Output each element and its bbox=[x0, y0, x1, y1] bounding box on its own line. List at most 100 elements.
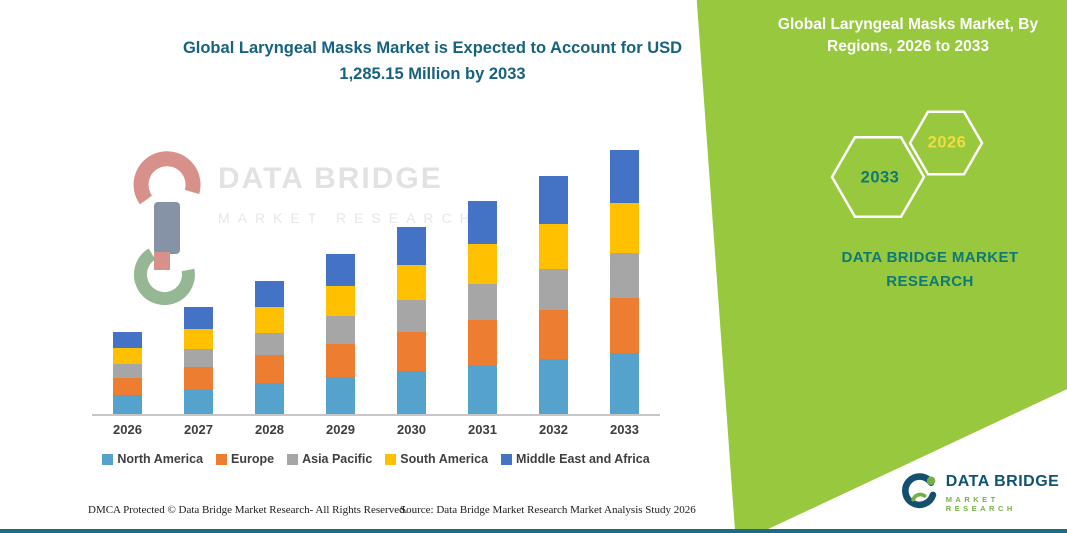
chart-title: Global Laryngeal Masks Market is Expecte… bbox=[80, 36, 785, 87]
segment-asia-pacific bbox=[184, 348, 213, 368]
segment-north-america bbox=[468, 365, 497, 414]
dbmr-brand: DATA BRIDGE bbox=[945, 473, 1060, 490]
segment-europe bbox=[113, 377, 142, 396]
legend-swatch bbox=[216, 453, 228, 465]
hexagons-graphic bbox=[830, 110, 984, 219]
bar-column bbox=[234, 280, 305, 414]
x-axis-label: 2028 bbox=[255, 422, 284, 437]
stacked-bar-2026 bbox=[113, 331, 142, 414]
stacked-bar-2030 bbox=[397, 227, 426, 414]
segment-asia-pacific bbox=[539, 269, 568, 310]
segment-south-america bbox=[610, 202, 639, 254]
bar-column bbox=[589, 150, 660, 414]
panel-brand: DATA BRIDGE MARKET RESEARCH bbox=[805, 246, 1055, 294]
legend-item: Asia Pacific bbox=[287, 452, 372, 466]
legend-label: South America bbox=[400, 452, 489, 466]
hexagon-back bbox=[830, 135, 926, 219]
segment-south-america bbox=[326, 285, 355, 317]
segment-middle-east-and-africa bbox=[539, 176, 568, 224]
legend-item: South America bbox=[385, 452, 488, 466]
segment-north-america bbox=[397, 371, 426, 414]
legend-swatch bbox=[385, 453, 397, 465]
watermark-sub: MARKET RESEARCH bbox=[218, 210, 478, 226]
bar-column bbox=[376, 227, 447, 414]
x-axis-label: 2030 bbox=[397, 422, 426, 437]
dbmr-logo: DATA BRIDGE MARKET RESEARCH bbox=[900, 470, 1067, 516]
segment-europe bbox=[539, 309, 568, 360]
x-axis-label: 2026 bbox=[113, 422, 142, 437]
watermark-text: DATA BRIDGE MARKET RESEARCH bbox=[218, 140, 478, 226]
watermark: DATA BRIDGE MARKET RESEARCH bbox=[132, 140, 478, 305]
chart-title-line2: 1,285.15 Million by 2033 bbox=[339, 64, 526, 83]
segment-europe bbox=[397, 331, 426, 372]
stacked-bar-2031 bbox=[468, 201, 497, 414]
legend-label: Middle East and Africa bbox=[516, 452, 650, 466]
watermark-brand: DATA BRIDGE bbox=[218, 162, 443, 195]
segment-north-america bbox=[539, 359, 568, 414]
panel-title-line1: Global Laryngeal Masks Market, By bbox=[777, 16, 1039, 33]
legend-label: Europe bbox=[231, 452, 275, 466]
segment-asia-pacific bbox=[113, 363, 142, 378]
plot-area bbox=[92, 142, 660, 416]
chart-title-line1: Global Laryngeal Masks Market is Expecte… bbox=[182, 39, 683, 57]
segment-middle-east-and-africa bbox=[610, 150, 639, 203]
bar-column bbox=[447, 201, 518, 414]
segment-middle-east-and-africa bbox=[397, 227, 426, 265]
dbmr-logo-text: DATA BRIDGE MARKET RESEARCH bbox=[946, 473, 1067, 513]
panel-brand-line1: DATA BRIDGE MARKET bbox=[841, 249, 1019, 266]
watermark-logo-icon bbox=[133, 151, 201, 305]
legend: North America Europe Asia Pacific South Ame… bbox=[92, 452, 660, 466]
segment-north-america bbox=[610, 353, 639, 414]
stacked-bar-2033 bbox=[610, 150, 639, 414]
dbmr-sub: MARKET RESEARCH bbox=[945, 495, 1016, 513]
bar-column bbox=[518, 176, 589, 414]
segment-asia-pacific bbox=[610, 253, 639, 299]
segment-south-america bbox=[184, 328, 213, 349]
bar-column bbox=[305, 253, 376, 414]
x-axis-label: 2032 bbox=[539, 422, 568, 437]
segment-north-america bbox=[255, 383, 284, 414]
segment-europe bbox=[184, 367, 213, 390]
segment-south-america bbox=[468, 243, 497, 285]
segment-north-america bbox=[113, 395, 142, 414]
legend-item: Middle East and Africa bbox=[501, 452, 650, 466]
segment-asia-pacific bbox=[468, 284, 497, 321]
x-axis-label: 2027 bbox=[184, 422, 213, 437]
segment-south-america bbox=[397, 264, 426, 301]
segment-south-america bbox=[539, 223, 568, 270]
source-note: Source: Data Bridge Market Research Mark… bbox=[400, 504, 696, 516]
bar-column bbox=[92, 331, 163, 414]
legend-label: North America bbox=[117, 452, 204, 466]
x-axis-labels: 2026 2027 2028 2029 2030 2031 2032 2033 bbox=[92, 422, 660, 437]
segment-middle-east-and-africa bbox=[326, 253, 355, 286]
legend-item: North America bbox=[102, 452, 203, 466]
segment-asia-pacific bbox=[255, 332, 284, 356]
legend-swatch bbox=[501, 453, 513, 465]
segment-asia-pacific bbox=[326, 316, 355, 344]
x-axis-label: 2033 bbox=[610, 422, 639, 437]
segment-asia-pacific bbox=[397, 300, 426, 332]
bottom-accent-bar bbox=[0, 529, 1067, 533]
segment-europe bbox=[468, 320, 497, 366]
segment-middle-east-and-africa bbox=[468, 201, 497, 244]
panel-brand-line2: RESEARCH bbox=[886, 273, 974, 290]
legend-item: Europe bbox=[216, 452, 274, 466]
segment-north-america bbox=[184, 389, 213, 414]
segment-europe bbox=[610, 298, 639, 354]
segment-north-america bbox=[326, 377, 355, 414]
hexagon-year-2026: 2026 bbox=[927, 133, 967, 152]
stacked-bar-chart: 2026 2027 2028 2029 2030 2031 2032 2033 North A… bbox=[92, 142, 660, 466]
hexagon-year-2033: 2033 bbox=[860, 168, 900, 187]
x-axis-label: 2029 bbox=[326, 422, 355, 437]
legend-swatch bbox=[102, 453, 114, 465]
segment-south-america bbox=[255, 307, 284, 333]
stacked-bar-2027 bbox=[184, 307, 213, 414]
panel-title-line2: Regions, 2026 to 2033 bbox=[827, 38, 989, 56]
dbmr-logo-icon bbox=[902, 473, 937, 509]
legend-swatch bbox=[287, 453, 299, 465]
segment-europe bbox=[255, 355, 284, 384]
legend-label: Asia Pacific bbox=[302, 452, 373, 466]
segment-middle-east-and-africa bbox=[255, 280, 284, 308]
panel-title: Global Laryngeal Masks Market, By Region… bbox=[758, 14, 1058, 59]
